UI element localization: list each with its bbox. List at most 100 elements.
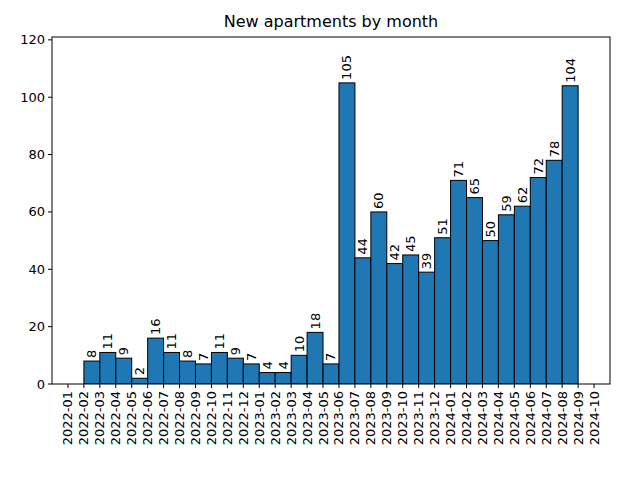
x-tick-label: 2023-04 xyxy=(300,391,315,445)
x-tick-label: 2022-03 xyxy=(92,391,107,445)
x-tick xyxy=(195,384,196,388)
data-label: 8 xyxy=(84,350,99,358)
x-tick xyxy=(243,384,244,388)
y-tick-label: 60 xyxy=(28,204,45,219)
bar xyxy=(387,264,403,384)
x-tick xyxy=(354,384,355,388)
bar xyxy=(482,241,498,384)
y-tick-label: 20 xyxy=(28,319,45,334)
data-label: 59 xyxy=(499,195,514,212)
data-label: 7 xyxy=(244,353,259,361)
x-tick xyxy=(211,384,212,388)
title: New apartments by month xyxy=(224,12,439,31)
data-label: 39 xyxy=(419,253,434,270)
bar xyxy=(498,215,514,384)
x-tick xyxy=(498,384,499,388)
x-tick xyxy=(562,384,563,388)
data-label: 7 xyxy=(324,353,339,361)
x-tick xyxy=(147,384,148,388)
bar xyxy=(371,212,387,384)
bar xyxy=(355,258,371,384)
data-label: 45 xyxy=(403,235,418,252)
bar xyxy=(180,361,196,384)
x-tick xyxy=(259,384,260,388)
x-tick xyxy=(434,384,435,388)
x-tick-label: 2024-04 xyxy=(491,391,506,445)
bar xyxy=(307,332,323,384)
x-tick-label: 2022-07 xyxy=(156,391,171,445)
bar xyxy=(116,358,132,384)
x-tick-label: 2023-02 xyxy=(268,391,283,445)
x-tick xyxy=(163,384,164,388)
plot-background xyxy=(52,37,610,384)
x-tick xyxy=(83,384,84,388)
bar xyxy=(84,361,100,384)
bar xyxy=(467,198,483,384)
x-tick xyxy=(578,384,579,388)
x-tick-label: 2022-12 xyxy=(236,391,251,445)
y-axis: 020406080100120 xyxy=(20,32,52,391)
data-label: 11 xyxy=(212,333,227,350)
x-tick xyxy=(370,384,371,388)
x-tick-label: 2022-06 xyxy=(140,391,155,445)
x-tick-label: 2022-05 xyxy=(124,391,139,445)
y-tick xyxy=(48,39,52,40)
chart: New apartments by month81192161187119744… xyxy=(0,0,640,480)
bar xyxy=(339,83,355,384)
data-label: 18 xyxy=(308,313,323,330)
x-axis: 2022-012022-022022-032022-042022-052022-… xyxy=(60,384,601,445)
x-tick xyxy=(99,384,100,388)
x-tick-label: 2023-09 xyxy=(379,391,394,445)
x-tick xyxy=(67,384,68,388)
bar xyxy=(546,160,562,384)
bar xyxy=(164,352,180,384)
data-label: 104 xyxy=(563,58,578,83)
y-tick xyxy=(48,211,52,212)
data-label: 4 xyxy=(276,361,291,369)
bar xyxy=(259,373,275,384)
data-label: 7 xyxy=(196,353,211,361)
data-label: 65 xyxy=(467,178,482,195)
y-tick-label: 120 xyxy=(20,32,45,47)
x-tick-label: 2023-11 xyxy=(411,391,426,445)
bar xyxy=(148,338,164,384)
x-tick xyxy=(338,384,339,388)
x-tick-label: 2023-12 xyxy=(427,391,442,445)
x-tick-label: 2023-07 xyxy=(347,391,362,445)
data-label: 44 xyxy=(355,238,370,255)
data-label: 2 xyxy=(132,367,147,375)
bars xyxy=(84,83,578,384)
x-tick xyxy=(546,384,547,388)
x-tick xyxy=(594,384,595,388)
y-tick xyxy=(48,269,52,270)
x-tick xyxy=(466,384,467,388)
y-tick-label: 40 xyxy=(28,262,45,277)
x-tick xyxy=(307,384,308,388)
data-label: 16 xyxy=(148,319,163,336)
x-tick xyxy=(386,384,387,388)
bar xyxy=(435,238,451,384)
data-label: 72 xyxy=(531,158,546,175)
x-tick-label: 2024-09 xyxy=(571,391,586,445)
data-label: 50 xyxy=(483,221,498,238)
y-tick xyxy=(48,384,52,385)
x-tick-label: 2024-02 xyxy=(459,391,474,445)
data-labels: 8119216118711974410187105446042453951716… xyxy=(84,55,577,375)
x-tick xyxy=(418,384,419,388)
bar xyxy=(323,364,339,384)
data-label: 11 xyxy=(164,333,179,350)
y-tick xyxy=(48,326,52,327)
y-tick xyxy=(48,154,52,155)
x-tick xyxy=(450,384,451,388)
x-tick xyxy=(402,384,403,388)
x-tick xyxy=(131,384,132,388)
x-tick xyxy=(530,384,531,388)
x-tick-label: 2024-05 xyxy=(507,391,522,445)
x-tick-label: 2022-01 xyxy=(60,391,75,445)
x-tick-label: 2023-10 xyxy=(395,391,410,445)
x-tick-label: 2022-09 xyxy=(188,391,203,445)
bar xyxy=(451,180,467,384)
x-tick-label: 2023-08 xyxy=(363,391,378,445)
x-tick-label: 2023-05 xyxy=(316,391,331,445)
x-tick-label: 2024-10 xyxy=(587,391,602,445)
